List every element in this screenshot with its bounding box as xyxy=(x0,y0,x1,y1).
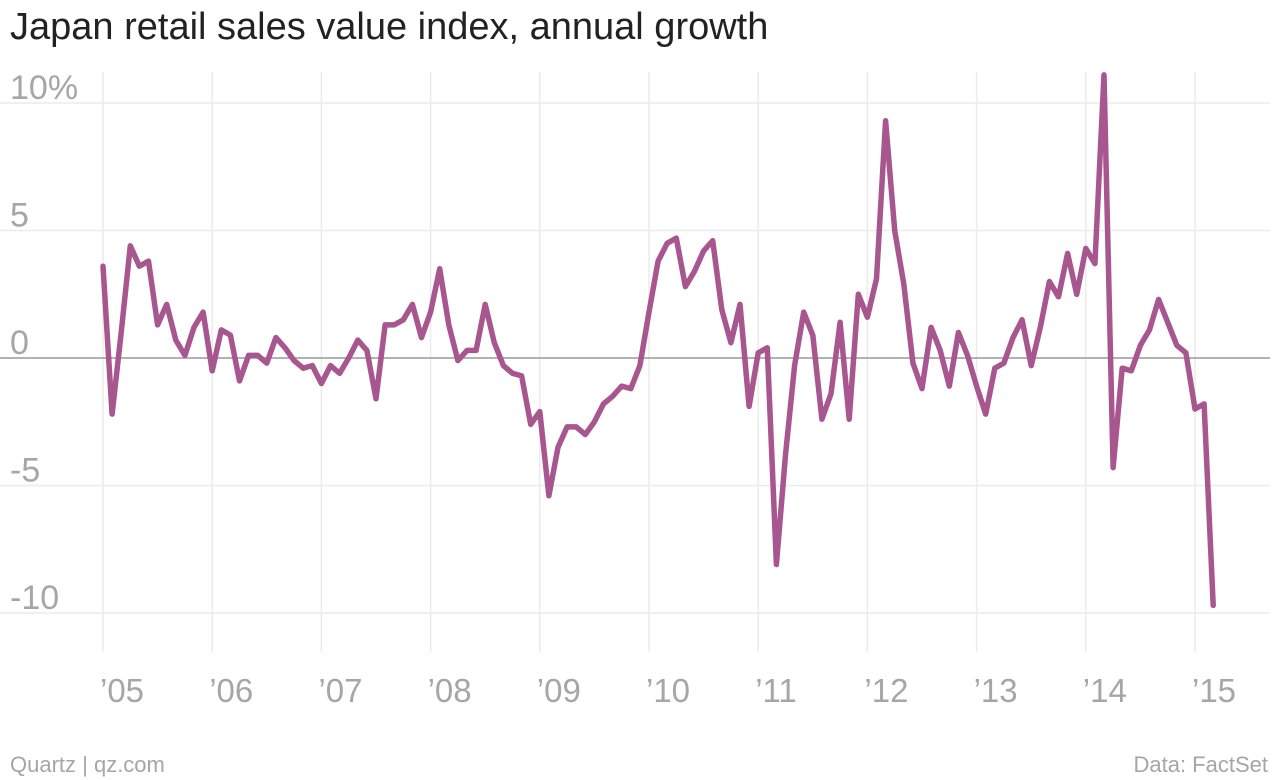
x-tick-label: ’06 xyxy=(209,672,253,709)
x-tick-label: ’15 xyxy=(1192,672,1236,709)
x-tick-label: ’14 xyxy=(1083,672,1127,709)
footer-source: Data: FactSet xyxy=(1133,752,1268,777)
y-tick-label: -10 xyxy=(10,579,59,617)
y-axis-ticks: 10% 5 0 -5 -10 xyxy=(10,69,78,617)
x-axis-ticks: ’05 ’06 ’07 ’08 ’09 ’10 ’11 ’12 ’13 ’14 ’15 xyxy=(100,672,1236,709)
chart-title: Japan retail sales value index, annual g… xyxy=(10,6,769,48)
y-tick-label: 10% xyxy=(10,69,78,107)
x-tick-label: ’09 xyxy=(537,672,581,709)
x-tick-label: ’05 xyxy=(100,672,144,709)
y-tick-label: 5 xyxy=(10,197,29,235)
gridlines xyxy=(0,72,1270,652)
series-layer xyxy=(100,72,1216,609)
x-tick-label: ’11 xyxy=(755,672,797,709)
x-tick-label: ’08 xyxy=(428,672,472,709)
footer-credit: Quartz | qz.com xyxy=(10,752,165,777)
x-tick-label: ’13 xyxy=(974,672,1018,709)
x-tick-label: ’07 xyxy=(318,672,362,709)
y-tick-label: 0 xyxy=(10,324,29,362)
series-line xyxy=(100,72,1216,609)
x-tick-label: ’12 xyxy=(864,672,908,709)
y-tick-label: -5 xyxy=(10,452,40,490)
x-tick-label: ’10 xyxy=(646,672,690,709)
